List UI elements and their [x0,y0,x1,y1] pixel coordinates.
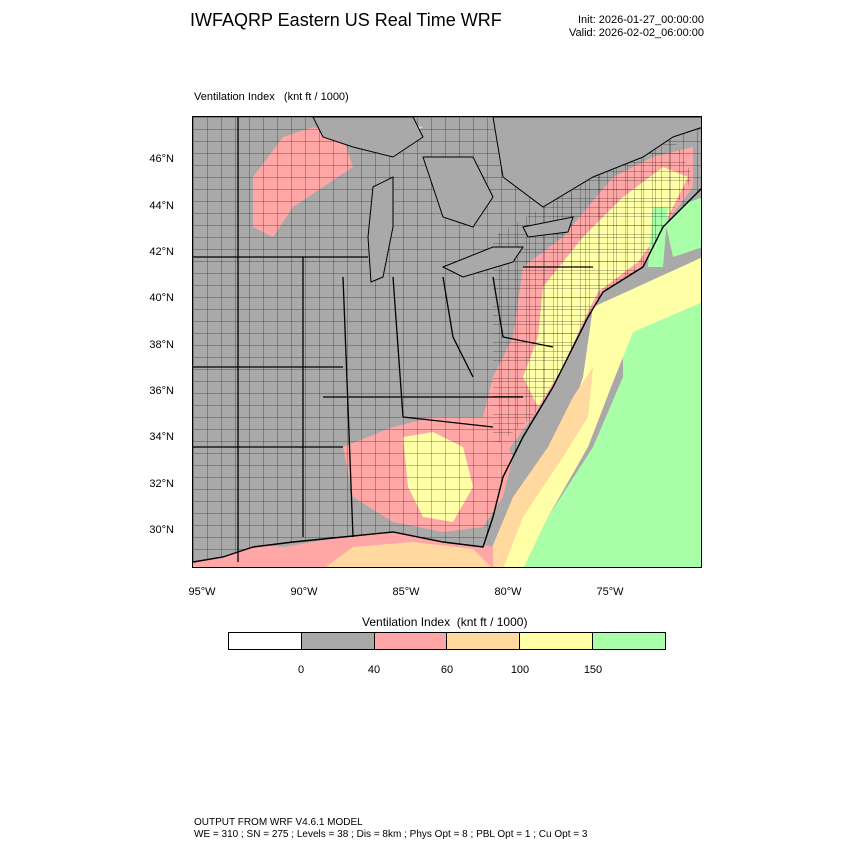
lat-label-44: 44°N [149,200,174,212]
lat-label-32: 32°N [149,478,174,490]
lat-label-40: 40°N [149,292,174,304]
state-boundaries [193,117,593,562]
ventilation-index-map [193,117,701,567]
map-panel [192,116,702,568]
legend-box-yellow [520,633,594,649]
legend-title: Ventilation Index (knt ft / 1000) [362,615,527,629]
lon-label-90: 90°W [290,586,318,598]
legend-box-pink [374,633,448,649]
legend-units: (knt ft / 1000) [456,615,528,629]
lat-label-36: 36°N [149,385,174,397]
ocean-tan-area [483,367,593,567]
ocean-yellow-area [493,257,701,567]
field-label: Ventilation Index (knt ft / 1000) [194,91,349,103]
lake-huron [422,156,494,228]
legend-tick-0: 0 [297,664,305,676]
gulf-tan-area [325,542,491,567]
init-time: Init: 2026-01-27_00:00:00 [578,14,704,26]
lat-label-46: 46°N [149,153,174,165]
field-units: (knt ft / 1000) [283,91,349,103]
ocean-green-area [523,297,701,567]
legend-field-name: Ventilation Index [362,615,451,629]
lake-erie [441,246,524,278]
legend-box-gray [301,633,375,649]
legend-colorbar [228,632,666,650]
lon-label-85: 85°W [392,586,420,598]
lat-label-30: 30°N [149,524,174,536]
field-name: Ventilation Index [194,91,275,103]
legend-tick-40: 40 [367,664,381,676]
lat-label-42: 42°N [149,246,174,258]
lat-label-38: 38°N [149,339,174,351]
lake-michigan [367,176,394,283]
county-lines-east [493,137,693,447]
lon-label-75: 75°W [596,586,624,598]
model-info-footer: OUTPUT FROM WRF V4.6.1 MODEL WE = 310 ; … [194,817,587,841]
lon-label-80: 80°W [494,586,522,598]
legend-tick-60: 60 [440,664,454,676]
legend-box-tan [447,633,521,649]
coastline [193,188,701,563]
footer-line-2: WE = 310 ; SN = 275 ; Levels = 38 ; Dis … [194,829,588,840]
init-valid-times: Init: 2026-01-27_00:00:00 Valid: 2026-02… [569,14,704,40]
canada-region [492,117,701,208]
lake-ontario [522,216,574,238]
lon-label-95: 95°W [188,586,216,598]
valid-time: Valid: 2026-02-02_06:00:00 [569,27,704,39]
legend-tick-100: 100 [510,664,530,676]
legend-box-white [229,633,302,649]
lat-label-34: 34°N [149,431,174,443]
legend-box-green [593,633,665,649]
lake-superior [312,117,424,158]
legend-tick-150: 150 [583,664,603,676]
plot-title: IWFAQRP Eastern US Real Time WRF [190,10,502,30]
footer-line-1: OUTPUT FROM WRF V4.6.1 MODEL [194,817,363,828]
